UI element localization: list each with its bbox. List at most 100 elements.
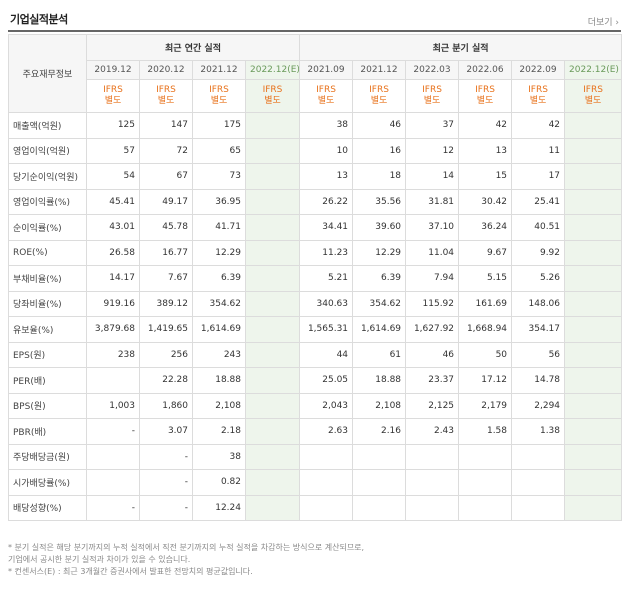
- table-cell: [86, 367, 140, 394]
- ifrs-label-line1: IFRS: [209, 85, 229, 95]
- table-cell: 46: [405, 341, 460, 368]
- table-cell: 2,125: [405, 392, 460, 419]
- table-cell: 11: [511, 137, 566, 164]
- table-cell: 9.92: [511, 239, 566, 266]
- table-cell: 13: [299, 163, 354, 190]
- table-cell: -: [139, 469, 193, 496]
- table-cell: [244, 163, 301, 190]
- table-cell: [511, 494, 566, 521]
- table-row: 매출액(억원) 125 147 175 38 46 37 42 42: [8, 112, 623, 139]
- table-cell: [244, 341, 301, 368]
- table-cell: [564, 392, 623, 419]
- table-cell: [244, 265, 301, 292]
- row-label: 배당성향(%): [8, 494, 87, 521]
- period-header: 2022.12(E): [564, 60, 623, 80]
- table-cell: [244, 137, 301, 164]
- table-cell: 46: [352, 112, 407, 139]
- row-label: 주당배당금(원): [8, 443, 87, 470]
- table-cell: 2.43: [405, 418, 460, 445]
- table-cell: 38: [299, 112, 354, 139]
- ifrs-label-line1: IFRS: [156, 85, 176, 95]
- ifrs-label-line1: IFRS: [262, 85, 283, 95]
- table-cell: 147: [139, 112, 193, 139]
- table-cell: 57: [86, 137, 140, 164]
- table-cell: 1,627.92: [405, 316, 460, 343]
- financial-table: 주요재무정보 최근 연간 실적 최근 분기 실적 2019.12 2020.12 2…: [8, 34, 623, 521]
- table-cell: 72: [139, 137, 193, 164]
- table-cell: 1.38: [511, 418, 566, 445]
- table-cell: 12: [405, 137, 460, 164]
- table-cell: [86, 469, 140, 496]
- table-cell: [299, 443, 354, 470]
- table-cell: 43.01: [86, 214, 140, 241]
- ifrs-label-line1: IFRS: [316, 85, 336, 95]
- table-cell: [352, 494, 407, 521]
- more-link[interactable]: 더보기 ›: [587, 18, 619, 28]
- table-cell: 1,860: [139, 392, 193, 419]
- table-cell: 1,614.69: [352, 316, 407, 343]
- table-cell: 40.51: [511, 214, 566, 241]
- table-cell: 37: [405, 112, 460, 139]
- table-cell: 354.17: [511, 316, 566, 343]
- table-cell: 238: [86, 341, 140, 368]
- table-row: 영업이익률(%) 45.41 49.17 36.95 26.22 35.56 31.81 30…: [8, 188, 623, 215]
- table-cell: 49.17: [139, 188, 193, 215]
- table-cell: 56: [511, 341, 566, 368]
- table-cell: 38: [192, 443, 246, 470]
- table-cell: 12.29: [192, 239, 246, 266]
- footnote-1: * 분기 실적은 해당 분기까지의 누적 실적에서 직전 분기까지의 누적 실적…: [8, 543, 365, 552]
- table-cell: 25.05: [299, 367, 354, 394]
- period-header: 2022.06: [458, 60, 513, 80]
- row-label: 부채비율(%): [8, 265, 87, 292]
- table-cell: 2.16: [352, 418, 407, 445]
- table-cell: 2,108: [352, 392, 407, 419]
- table-cell: 2,179: [458, 392, 513, 419]
- table-cell: 14.78: [511, 367, 566, 394]
- period-row: 2019.12 2020.12 2021.12 2022.12(E) 2021.09 20…: [9, 60, 623, 80]
- table-cell: [458, 494, 513, 521]
- table-cell: [244, 443, 301, 470]
- ifrs-label-line2: 별도: [529, 96, 547, 106]
- ifrs-label-line2: 별도: [476, 96, 494, 106]
- table-cell: 26.22: [299, 188, 354, 215]
- table-cell: [564, 239, 623, 266]
- table-cell: 1,614.69: [192, 316, 246, 343]
- table-cell: 45.78: [139, 214, 193, 241]
- table-cell: [458, 443, 513, 470]
- table-cell: 14: [405, 163, 460, 190]
- row-label: 시가배당률(%): [8, 469, 87, 496]
- table-row: 당좌비율(%) 919.16 389.12 354.62 340.63 354.62 115…: [8, 290, 623, 317]
- table-cell: [564, 214, 623, 241]
- table-cell: 340.63: [299, 290, 354, 317]
- row-label: EPS(원): [8, 341, 87, 368]
- table-cell: [244, 469, 301, 496]
- table-cell: 115.92: [405, 290, 460, 317]
- table-cell: 26.58: [86, 239, 140, 266]
- table-cell: 36.24: [458, 214, 513, 241]
- table-cell: [86, 443, 140, 470]
- table-cell: [564, 137, 623, 164]
- table-cell: [564, 494, 623, 521]
- table-cell: 39.60: [352, 214, 407, 241]
- table-cell: [564, 290, 623, 317]
- table-cell: 1.58: [458, 418, 513, 445]
- table-cell: [352, 469, 407, 496]
- table-cell: 17: [511, 163, 566, 190]
- table-cell: [299, 494, 354, 521]
- table-cell: 2.63: [299, 418, 354, 445]
- table-cell: 6.39: [192, 265, 246, 292]
- period-header: 2022.03: [405, 60, 460, 80]
- table-cell: [511, 443, 566, 470]
- table-cell: 161.69: [458, 290, 513, 317]
- footnote-3: * 컨센서스(E) : 최근 3개월간 증권사에서 발표한 전망치의 평균값입니…: [8, 567, 253, 576]
- table-cell: [244, 188, 301, 215]
- row-label: 당좌비율(%): [8, 290, 87, 317]
- table-cell: [564, 367, 623, 394]
- table-cell: 12.29: [352, 239, 407, 266]
- table-cell: [405, 443, 460, 470]
- table-cell: 67: [139, 163, 193, 190]
- table-cell: [352, 443, 407, 470]
- table-row: 부채비율(%) 14.17 7.67 6.39 5.21 6.39 7.94 5.15 5.26: [8, 265, 623, 292]
- table-cell: 61: [352, 341, 407, 368]
- ifrs-label-line2: 별도: [264, 96, 281, 106]
